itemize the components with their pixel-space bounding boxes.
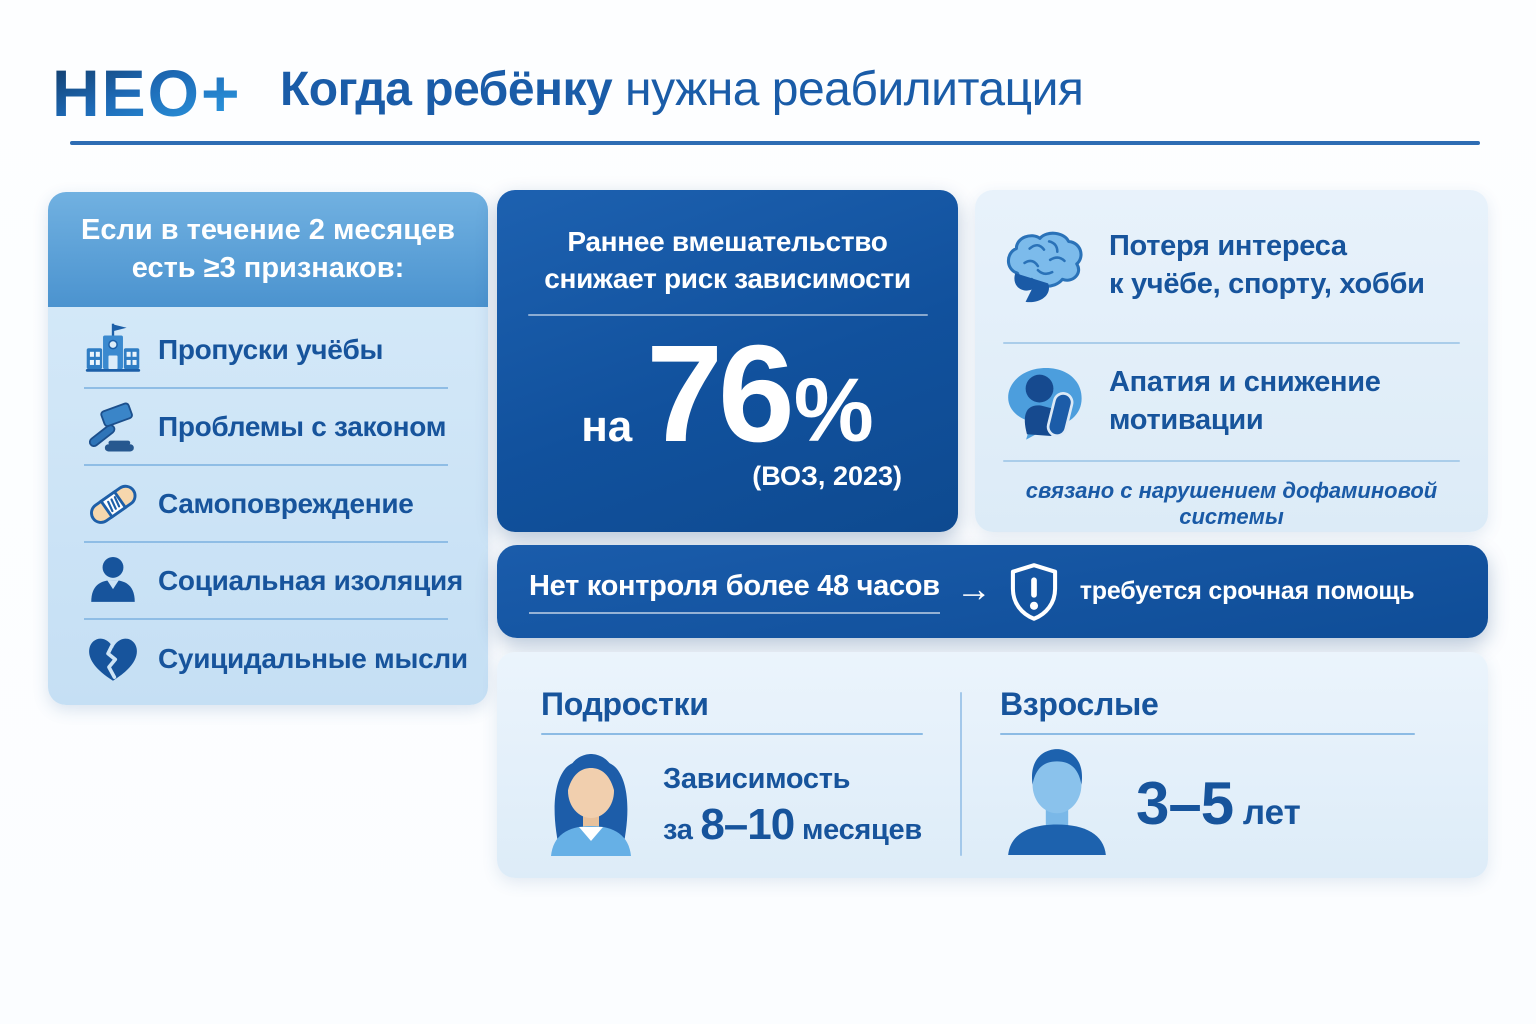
criteria-item-label: Пропуски учёбы: [158, 333, 384, 365]
teens-title: Подростки: [541, 686, 709, 722]
adults-title: Взрослые: [1000, 686, 1159, 722]
adults-underline: [1000, 733, 1415, 735]
adults-suffix: лет: [1233, 793, 1301, 832]
criteria-item-label: Проблемы с законом: [158, 410, 447, 442]
page-title-rest: нужна реабилитация: [612, 63, 1084, 116]
gavel-icon: [84, 398, 142, 456]
apathy-icon: [1001, 359, 1087, 445]
stat-value-row: на 76 %: [497, 324, 958, 465]
criteria-list: Пропуски учёбы Проблемы с законом: [48, 307, 488, 705]
criteria-item-suicidal: Суицидальные мысли: [84, 620, 468, 697]
stat-title: Раннее вмешательство снижает риск зависи…: [497, 224, 958, 298]
symptom-text: Апатия и снижение мотивации: [1109, 364, 1381, 439]
brain-icon: [1001, 228, 1087, 304]
teens-duration-value: 8–10: [700, 800, 795, 849]
stat-value: 76: [646, 316, 794, 471]
neo-plus-logo: НЕО+: [52, 56, 242, 130]
stat-title-line1: Раннее вмешательство: [567, 226, 888, 257]
stat-prefix: на: [581, 401, 633, 451]
alert-condition: Нет контроля более 48 часов: [529, 570, 940, 614]
symptoms-footnote: связано с нарушением дофаминовой системы: [1025, 478, 1438, 529]
criteria-item-selfharm: Самоповреждение: [84, 466, 448, 543]
teens-text: Зависимость за 8–10 месяцев: [663, 763, 922, 862]
stat-source: (ВОЗ, 2023): [752, 460, 902, 491]
timeline-teens-column: Подростки Зависимость за 8–10 месяцев: [497, 652, 960, 878]
criteria-heading-line1: Если в течение 2 месяцев: [81, 213, 455, 246]
symptom-line2: к учёбе, спорту, хобби: [1109, 268, 1425, 300]
symptom-line1: Апатия и снижение: [1109, 366, 1381, 399]
alert-banner: Нет контроля более 48 часов → требуется …: [497, 545, 1488, 638]
symptom-item-interest-loss: Потеря интереса к учёбе, спорту, хобби: [975, 190, 1488, 342]
criteria-heading-line2: есть ≥3 признаков:: [131, 251, 405, 284]
stat-unit: %: [793, 360, 874, 461]
timeline-divider: [960, 692, 962, 856]
symptom-line2: мотивации: [1109, 404, 1264, 436]
criteria-item-label: Суицидальные мысли: [158, 642, 468, 674]
symptom-item-apathy: Апатия и снижение мотивации: [975, 344, 1488, 460]
criteria-panel: Если в течение 2 месяцев есть ≥3 признак…: [48, 192, 488, 705]
adults-duration-value: 3–5: [1136, 770, 1234, 837]
symptoms-divider: [1003, 342, 1460, 344]
teens-suffix: месяцев: [794, 814, 922, 846]
bandage-icon: [84, 475, 142, 533]
symptoms-divider: [1003, 460, 1460, 462]
timeline-adults-column: Взрослые 3–5 лет: [962, 652, 1488, 878]
stat-panel: Раннее вмешательство снижает риск зависи…: [497, 190, 958, 532]
teens-line1: Зависимость: [663, 763, 851, 795]
header-divider: [70, 141, 1480, 145]
shield-alert-icon: [1008, 562, 1060, 622]
teens-prefix: за: [663, 814, 701, 846]
teens-underline: [541, 733, 923, 735]
page-title-bold: Когда ребёнку: [280, 63, 613, 116]
adults-text: 3–5 лет: [1136, 769, 1301, 860]
criteria-item-isolation: Социальная изоляция: [84, 543, 463, 620]
symptoms-panel: Потеря интереса к учёбе, спорту, хобби А…: [975, 190, 1488, 532]
timeline-panel: Подростки Зависимость за 8–10 месяцев: [497, 652, 1488, 878]
arrow-right-icon: →: [955, 567, 992, 609]
alert-action: требуется срочная помощь: [1079, 577, 1415, 605]
stat-divider: [527, 313, 928, 316]
criteria-heading: Если в течение 2 месяцев есть ≥3 признак…: [48, 192, 488, 307]
broken-heart-icon: [84, 630, 142, 688]
symptom-line1: Потеря интереса: [1109, 230, 1347, 263]
symptom-text: Потеря интереса к учёбе, спорту, хобби: [1109, 228, 1425, 303]
school-icon: [84, 321, 142, 379]
adult-man-avatar: [1000, 741, 1114, 860]
person-icon: [84, 552, 142, 610]
criteria-item-law: Проблемы с законом: [84, 389, 448, 466]
criteria-item-label: Социальная изоляция: [158, 564, 463, 596]
page-title: Когда ребёнку нужна реабилитация: [280, 62, 1084, 117]
stat-title-line2: снижает риск зависимости: [544, 262, 911, 294]
criteria-item-school: Пропуски учёбы: [84, 312, 448, 389]
logo-text: НЕО+: [52, 56, 242, 130]
criteria-item-label: Самоповреждение: [158, 487, 414, 519]
teen-girl-avatar: [541, 741, 641, 862]
teens-line2: за 8–10 месяцев: [663, 800, 922, 850]
